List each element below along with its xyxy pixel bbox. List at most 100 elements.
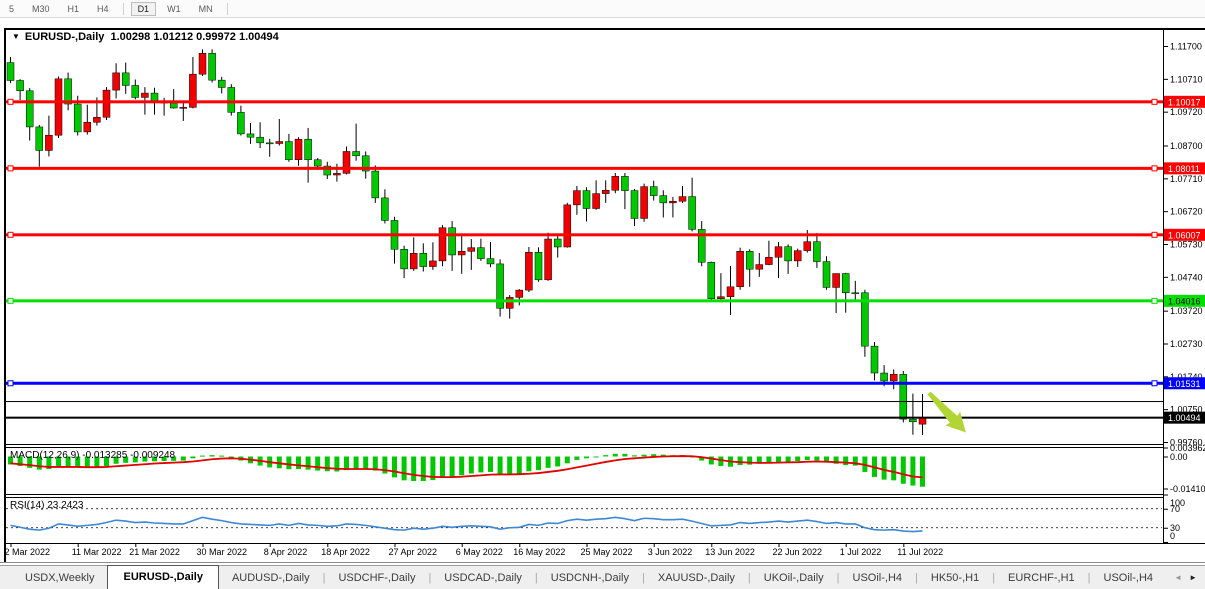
chart-tab-ukoil-daily[interactable]: UKOil-,Daily (763, 572, 824, 584)
timeframe-button-H4[interactable]: H4 (97, 3, 109, 14)
line-handle (1151, 231, 1158, 238)
candle-body (448, 227, 456, 256)
macd-bar (56, 456, 61, 467)
macd-bar (382, 456, 388, 474)
macd-bar (171, 456, 177, 461)
chart-tab-xauusd-daily[interactable]: XAUUSD-,Daily (657, 572, 735, 584)
candle-body (16, 80, 24, 92)
svg-text:1.06720: 1.06720 (1170, 207, 1203, 217)
candle-body (813, 241, 821, 262)
hline-1.04016[interactable]: 1.04016 (6, 294, 1205, 307)
macd-bar (392, 456, 397, 478)
chart-tab-audusd-daily[interactable]: AUDUSD-,Daily (231, 572, 310, 584)
chart-tab-usoil-h4[interactable]: USOil-,H4 (1103, 572, 1154, 584)
tab-separator: | (992, 572, 996, 584)
chart-tab-usdchf-daily[interactable]: USDCHF-,Daily (338, 572, 416, 584)
chart-plot-area[interactable] (7, 30, 1163, 443)
price-axis: 1.11700 1.10710 1.09720 1.08700 1.07710 1.067… (1164, 42, 1203, 448)
svg-text:1.01740: 1.01740 (1170, 372, 1203, 382)
candle-body (457, 251, 466, 256)
tab-separator: | (534, 572, 538, 584)
candle-body (765, 257, 773, 265)
tab-scroll-right-icon[interactable]: ► (1189, 573, 1197, 582)
macd-bar (555, 456, 561, 467)
macd-bar (516, 456, 522, 474)
macd-bar (814, 456, 820, 461)
date-label: 13 Jun 2022 (705, 547, 755, 557)
line-handle (7, 380, 14, 387)
hline-1.06007[interactable]: 1.06007 (6, 228, 1205, 241)
macd-bar (75, 456, 81, 468)
macd-bar (180, 456, 186, 461)
candle-body (275, 141, 284, 144)
candle-body (793, 250, 802, 262)
candle-body (217, 79, 226, 88)
macd-bar (65, 456, 71, 467)
svg-text:1.01531: 1.01531 (1168, 379, 1201, 389)
candle-body (841, 273, 850, 294)
macd-bar (852, 456, 858, 466)
candle-body (515, 289, 524, 298)
svg-text:1.07710: 1.07710 (1170, 174, 1203, 184)
down-right-arrow-annotation[interactable] (922, 386, 973, 439)
hline-1.08011[interactable]: 1.08011 (6, 162, 1205, 175)
macd-bar (152, 456, 157, 462)
macd-bar (622, 453, 628, 457)
chart-context-arrow-icon[interactable]: ▼ (12, 32, 20, 41)
candle-body (189, 73, 197, 108)
macd-bar (468, 456, 474, 474)
candle-body (256, 136, 264, 144)
chart-tab-usdcnh-daily[interactable]: USDCNH-,Daily (550, 572, 630, 584)
chart-tab-usoil-h4[interactable]: USOil-,H4 (852, 572, 903, 584)
macd-bar (440, 456, 445, 479)
macd-bar (132, 456, 138, 463)
chart-tab-eurusd-daily[interactable]: EURUSD-,Daily (107, 565, 219, 589)
candle-body (592, 193, 600, 209)
date-label: 22 Jun 2022 (772, 547, 823, 557)
macd-bar (833, 456, 839, 464)
macd-bar (286, 456, 292, 470)
tab-scroll-left-icon[interactable]: ◄ (1174, 573, 1183, 582)
macd-bar (795, 456, 801, 462)
timeframe-button-5[interactable]: 5 (9, 3, 15, 14)
timeframe-button-MN[interactable]: MN (198, 3, 213, 14)
candle-body (745, 251, 754, 270)
chart-tab-usdcad-daily[interactable]: USDCAD-,Daily (444, 572, 522, 584)
svg-text:100: 100 (1170, 498, 1185, 508)
hline-1.01531[interactable]: 1.01531 (6, 377, 1205, 390)
timeframe-button-D1[interactable]: D1 (130, 1, 157, 16)
macd-bar (824, 456, 829, 463)
hline-1.00494[interactable]: 1.00494 (6, 411, 1205, 424)
macd-bar (46, 456, 52, 469)
candle-body (563, 204, 572, 248)
date-label: 11 Jul 2022 (897, 547, 944, 557)
chart-tab-eurchf-h1[interactable]: EURCHF-,H1 (1008, 572, 1075, 584)
date-label: 25 May 2022 (580, 547, 633, 557)
candle-body (909, 418, 917, 423)
svg-text:1.08011: 1.08011 (1168, 164, 1200, 174)
hline-1.10017[interactable]: 1.10017 (6, 95, 1205, 108)
svg-text:-0.01410: -0.01410 (1170, 484, 1205, 494)
macd-bar (36, 456, 42, 470)
candle-body (45, 134, 53, 151)
candle-body (736, 251, 744, 288)
chart-tab-hk50-h1[interactable]: HK50-,H1 (930, 572, 980, 584)
macd-bar (785, 456, 791, 462)
candle-body (717, 296, 725, 299)
rsi-indicator-label: RSI(14) 23.2423 (10, 500, 84, 511)
svg-text:70: 70 (1170, 504, 1180, 514)
chart-tab-usdx-weekly[interactable]: USDX,Weekly (25, 572, 95, 584)
date-label: 11 Mar 2022 (71, 547, 122, 557)
macd-bar (401, 456, 407, 481)
timeframe-button-W1[interactable]: W1 (167, 3, 181, 14)
candle-body (880, 372, 888, 382)
timeframe-button-H1[interactable]: H1 (67, 3, 80, 14)
timeframe-button-M30[interactable]: M30 (32, 3, 50, 14)
svg-text:1.00750: 1.00750 (1170, 405, 1203, 415)
hline-1.0098[interactable] (6, 401, 1163, 403)
svg-text:1.00494: 1.00494 (1168, 413, 1201, 423)
candle-body (573, 190, 581, 206)
candle-body (429, 260, 437, 267)
